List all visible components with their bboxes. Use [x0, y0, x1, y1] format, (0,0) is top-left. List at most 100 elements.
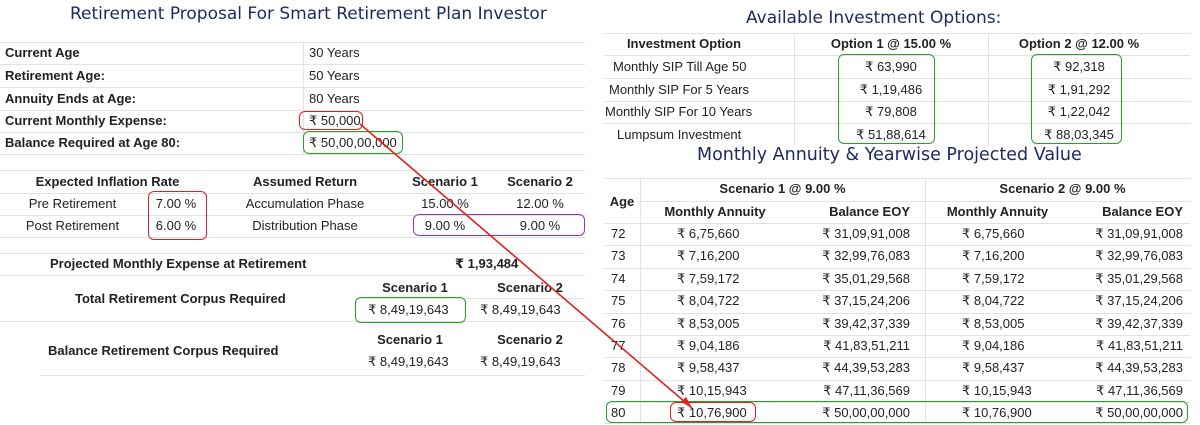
annuity-age: 73	[611, 248, 626, 263]
s2-monthly-annuity: ₹ 10,76,900	[962, 405, 1032, 420]
annuity-age: 79	[611, 383, 626, 398]
annuity-age: 75	[611, 293, 626, 308]
left-title: Retirement Proposal For Smart Retirement…	[70, 4, 547, 24]
option2-highlight	[1031, 54, 1122, 144]
age-header: Age	[609, 194, 635, 209]
option1-value: ₹ 51,88,614	[856, 127, 926, 142]
s1-balance-eoy: ₹ 31,09,91,008	[822, 226, 910, 241]
s2-monthly-header: Monthly Annuity	[946, 204, 1049, 219]
s2-monthly-annuity: ₹ 7,16,200	[962, 248, 1025, 263]
distribution-return-highlight	[413, 214, 585, 236]
right-title: Available Investment Options:	[746, 8, 1002, 28]
s2-monthly-annuity: ₹ 9,58,437	[962, 360, 1025, 375]
projected-expense-label: Projected Monthly Expense at Retirement	[50, 256, 307, 271]
s1-monthly-annuity: ₹ 7,16,200	[677, 248, 740, 263]
option1-header: Option 1 @ 15.00 %	[830, 36, 952, 51]
s1-balance-header: Balance EOY	[829, 204, 910, 219]
s1-monthly-annuity: ₹ 9,04,186	[677, 338, 740, 353]
s2-balance-header: Balance EOY	[1102, 204, 1183, 219]
total-corpus-s1: ₹ 8,49,19,643	[368, 302, 449, 317]
s2-balance-eoy: ₹ 35,01,29,568	[1095, 271, 1183, 286]
s1-monthly-annuity: ₹ 10,76,900	[677, 405, 747, 420]
s1-balance-eoy: ₹ 37,15,24,206	[822, 293, 910, 308]
balance-corpus-s1: ₹ 8,49,19,643	[368, 354, 449, 369]
age80-row-highlight	[606, 401, 1188, 423]
inflation-header: Expected Inflation Rate	[35, 174, 180, 189]
s1-balance-eoy: ₹ 44,39,53,283	[822, 360, 910, 375]
inflation-highlight	[148, 191, 207, 240]
scenario1-header: Scenario 1	[412, 174, 478, 189]
profile-label: Annuity Ends at Age:	[5, 91, 136, 106]
s1-balance-eoy: ₹ 35,01,29,568	[822, 271, 910, 286]
balance-scenario1-header: Scenario 1	[377, 332, 443, 347]
annuity-scenario2-header: Scenario 2 @ 9.00 %	[999, 181, 1126, 196]
corpus-scenario1-header: Scenario 1	[382, 280, 448, 295]
s2-balance-eoy: ₹ 31,09,91,008	[1095, 226, 1183, 241]
annuity-age: 80	[611, 405, 626, 420]
profile-value: 30 Years	[309, 45, 360, 60]
option2-value: ₹ 88,03,345	[1044, 127, 1114, 142]
assumption-label: Pre Retirement	[28, 196, 117, 211]
profile-value: 50 Years	[309, 68, 360, 83]
investment-row-label: Monthly SIP For 5 Years	[609, 82, 749, 97]
investment-row-label: Monthly SIP Till Age 50	[613, 59, 747, 74]
investment-row-label: Monthly SIP For 10 Years	[605, 104, 753, 119]
profile-label: Retirement Age:	[5, 68, 105, 83]
s1-monthly-annuity: ₹ 6,75,660	[677, 226, 740, 241]
annuity-age: 74	[611, 271, 626, 286]
s2-monthly-annuity: ₹ 10,15,943	[962, 383, 1032, 398]
post-inflation-value: 6.00 %	[155, 218, 197, 233]
s2-balance-eoy: ₹ 41,83,51,211	[1096, 338, 1183, 353]
option2-value: ₹ 1,91,292	[1047, 82, 1111, 97]
balance-required-value: ₹ 50,00,00,000	[309, 135, 397, 150]
pre-inflation-value: 7.00 %	[155, 196, 197, 211]
current-expense-highlight	[299, 111, 363, 130]
total-corpus-label: Total Retirement Corpus Required	[75, 291, 286, 306]
s2-monthly-annuity: ₹ 8,04,722	[962, 293, 1025, 308]
s1-balance-eoy: ₹ 41,83,51,211	[823, 338, 910, 353]
option1-value: ₹ 63,990	[865, 59, 917, 74]
s2-balance-eoy: ₹ 50,00,00,000	[1095, 405, 1183, 420]
investment-option-header: Investment Option	[626, 36, 742, 51]
s1-monthly-annuity: ₹ 10,15,943	[677, 383, 747, 398]
annuity-title: Monthly Annuity & Yearwise Projected Val…	[697, 145, 1082, 165]
balance-corpus-s2: ₹ 8,49,19,643	[480, 354, 561, 369]
option2-header: Option 2 @ 12.00 %	[1018, 36, 1140, 51]
total-corpus-s2: ₹ 8,49,19,643	[480, 302, 561, 317]
phase-label: Distribution Phase	[252, 218, 358, 233]
s1-monthly-header: Monthly Annuity	[664, 204, 766, 219]
scenario2-return: 9.00 %	[519, 218, 561, 233]
scenario2-header: Scenario 2	[507, 174, 573, 189]
option1-highlight	[838, 54, 935, 144]
total-corpus-highlight	[355, 297, 466, 323]
s1-balance-eoy: ₹ 32,99,76,083	[822, 248, 910, 263]
s1-balance-eoy: ₹ 47,11,36,569	[823, 383, 910, 398]
investment-row-label: Lumpsum Investment	[617, 127, 742, 142]
assumption-label: Post Retirement	[25, 218, 120, 233]
s1-monthly-annuity: ₹ 8,04,722	[677, 293, 740, 308]
profile-label: Current Age	[5, 45, 80, 60]
s1-balance-eoy: ₹ 39,42,37,339	[822, 316, 910, 331]
s2-balance-eoy: ₹ 37,15,24,206	[1095, 293, 1183, 308]
option1-value: ₹ 1,19,486	[859, 82, 923, 97]
s2-balance-eoy: ₹ 47,11,36,569	[1096, 383, 1183, 398]
s1-monthly-annuity: ₹ 7,59,172	[677, 271, 740, 286]
s2-balance-eoy: ₹ 32,99,76,083	[1095, 248, 1183, 263]
annuity-scenario1-header: Scenario 1 @ 9.00 %	[719, 181, 846, 196]
s1-monthly-annuity: ₹ 9,58,437	[677, 360, 740, 375]
scenario2-return: 12.00 %	[516, 196, 564, 211]
profile-label: Current Monthly Expense:	[5, 113, 167, 128]
s2-monthly-annuity: ₹ 7,59,172	[962, 271, 1025, 286]
annuity-age: 78	[611, 360, 626, 375]
s2-balance-eoy: ₹ 39,42,37,339	[1095, 316, 1183, 331]
return-header: Assumed Return	[252, 174, 358, 189]
s2-monthly-annuity: ₹ 9,04,186	[962, 338, 1025, 353]
s2-balance-eoy: ₹ 44,39,53,283	[1095, 360, 1183, 375]
balance-required-highlight	[303, 131, 403, 154]
projected-expense-value: ₹ 1,93,484	[455, 256, 519, 271]
phase-label: Accumulation Phase	[245, 196, 365, 211]
age80-annuity-highlight	[670, 402, 756, 422]
annuity-age: 76	[611, 316, 626, 331]
profile-label: Balance Required at Age 80:	[5, 135, 181, 150]
